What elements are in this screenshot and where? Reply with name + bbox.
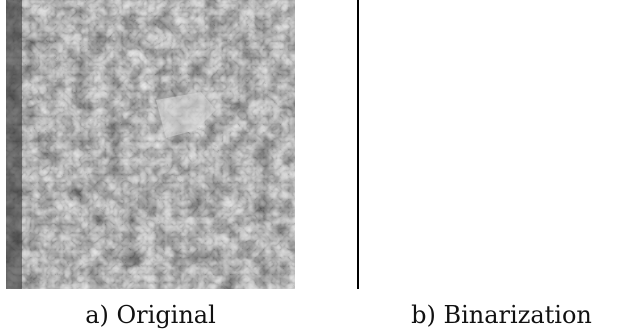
caption-binarization: b) Binarization bbox=[411, 301, 592, 329]
panel-original: a) Original bbox=[6, 0, 295, 329]
original-micrograph bbox=[6, 0, 295, 289]
binarized-image bbox=[357, 0, 637, 289]
caption-original: a) Original bbox=[85, 301, 216, 329]
original-micrograph-svg bbox=[6, 0, 295, 289]
binarized-image-svg bbox=[357, 0, 637, 289]
panel-binarization: b) Binarization bbox=[357, 0, 637, 329]
